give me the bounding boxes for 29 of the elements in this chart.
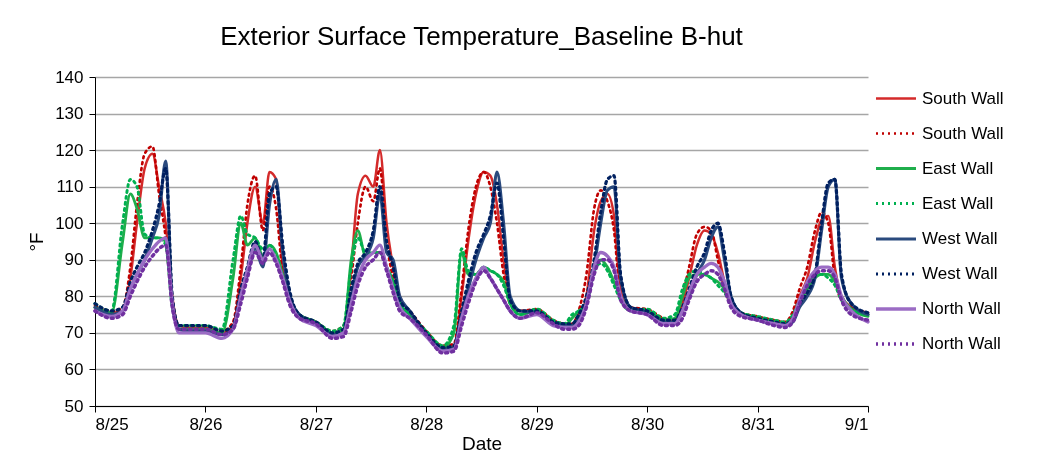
y-tick-label: 80 [64, 286, 84, 306]
legend-label: West Wall [922, 229, 998, 248]
legend-label: South Wall [922, 88, 1004, 108]
y-tick-label: 130 [55, 104, 84, 124]
x-tick-label: 8/30 [631, 414, 665, 434]
y-tick-label: 110 [56, 177, 84, 197]
y-tick-label: 100 [55, 213, 84, 233]
legend-label: North Wall [922, 299, 1001, 318]
legend-label: South Wall [922, 123, 1004, 143]
y-tick-label: 120 [55, 140, 84, 160]
x-tick-label: 8/25 [95, 414, 129, 434]
x-tick-label: 8/31 [741, 414, 775, 434]
y-tick-label: 90 [64, 250, 84, 270]
y-axis-title: °F [26, 232, 48, 252]
y-tick-label: 140 [55, 67, 84, 87]
y-tick-label: 60 [64, 359, 84, 379]
chart-title: Exterior Surface Temperature_Baseline B-hut [220, 21, 744, 51]
legend-label: East Wall [922, 158, 994, 178]
x-tick-label: 9/1 [844, 414, 869, 434]
legend-label: North Wall [922, 334, 1001, 353]
legend-label: East Wall [922, 193, 994, 213]
x-tick-label: 8/28 [410, 414, 444, 434]
legend-label: West Wall [922, 264, 998, 283]
y-tick-label: 70 [64, 323, 84, 343]
x-tick-label: 8/26 [189, 414, 223, 434]
x-axis-title: Date [461, 432, 503, 454]
y-tick-label: 50 [64, 396, 84, 416]
x-tick-label: 8/27 [299, 414, 333, 434]
x-tick-label: 8/29 [520, 414, 554, 434]
